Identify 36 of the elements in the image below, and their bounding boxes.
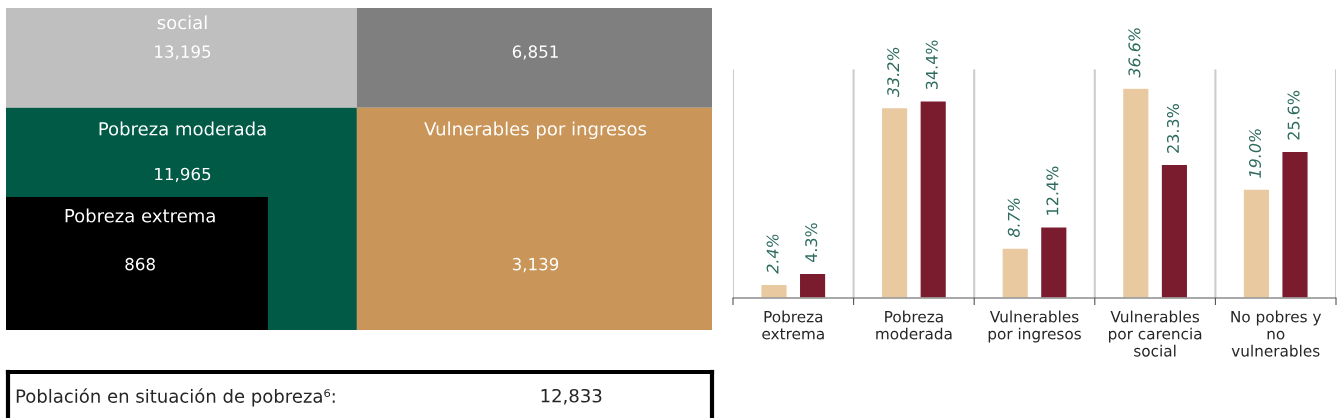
data-label: 25.6% xyxy=(1287,90,1300,140)
data-label: 19.0% xyxy=(1248,129,1262,178)
bar xyxy=(1242,188,1271,298)
category-label: Pobreza moderada xyxy=(99,121,266,136)
data-label: 8.7% xyxy=(1007,198,1020,238)
x-tick-label: Pobreza moderada xyxy=(876,310,952,340)
data-label: 33.2% xyxy=(887,47,900,98)
bar xyxy=(1281,150,1309,298)
x-tick-label: Vulnerables por carencia social xyxy=(1109,310,1202,357)
text: 868 xyxy=(125,257,155,271)
category-label: social xyxy=(157,15,207,30)
x-tick-label: No pobres y no vulnerables xyxy=(1231,310,1322,357)
text: 11,965 xyxy=(155,167,211,182)
data-label: 2.4% xyxy=(766,234,779,274)
bar xyxy=(798,272,827,298)
category-label: Pobreza extrema xyxy=(65,208,215,223)
x-tick-label: Vulnerables por ingresos xyxy=(988,310,1081,343)
text: 6,851 xyxy=(512,45,558,60)
x-tick-label: Pobreza extrema xyxy=(762,310,824,340)
text: 12,833 xyxy=(541,388,602,405)
text: Población en situación de pobreza⁶: xyxy=(16,388,335,407)
text: 3,139 xyxy=(512,257,559,273)
data-label: 23.3% xyxy=(1166,104,1180,153)
bar xyxy=(880,106,909,298)
bar xyxy=(1121,87,1150,298)
category-label: Vulnerables por ingresos xyxy=(424,121,647,140)
data-label: 12.4% xyxy=(1046,166,1059,215)
data-label: 36.6% xyxy=(1128,28,1141,78)
data-label: 34.4% xyxy=(925,40,938,90)
bar xyxy=(1039,226,1068,298)
bar xyxy=(760,283,788,298)
text: 13,195 xyxy=(155,45,211,60)
data-label: 4.3% xyxy=(805,223,818,263)
bar xyxy=(1001,247,1030,298)
bar xyxy=(919,100,948,298)
bar xyxy=(1160,163,1189,298)
